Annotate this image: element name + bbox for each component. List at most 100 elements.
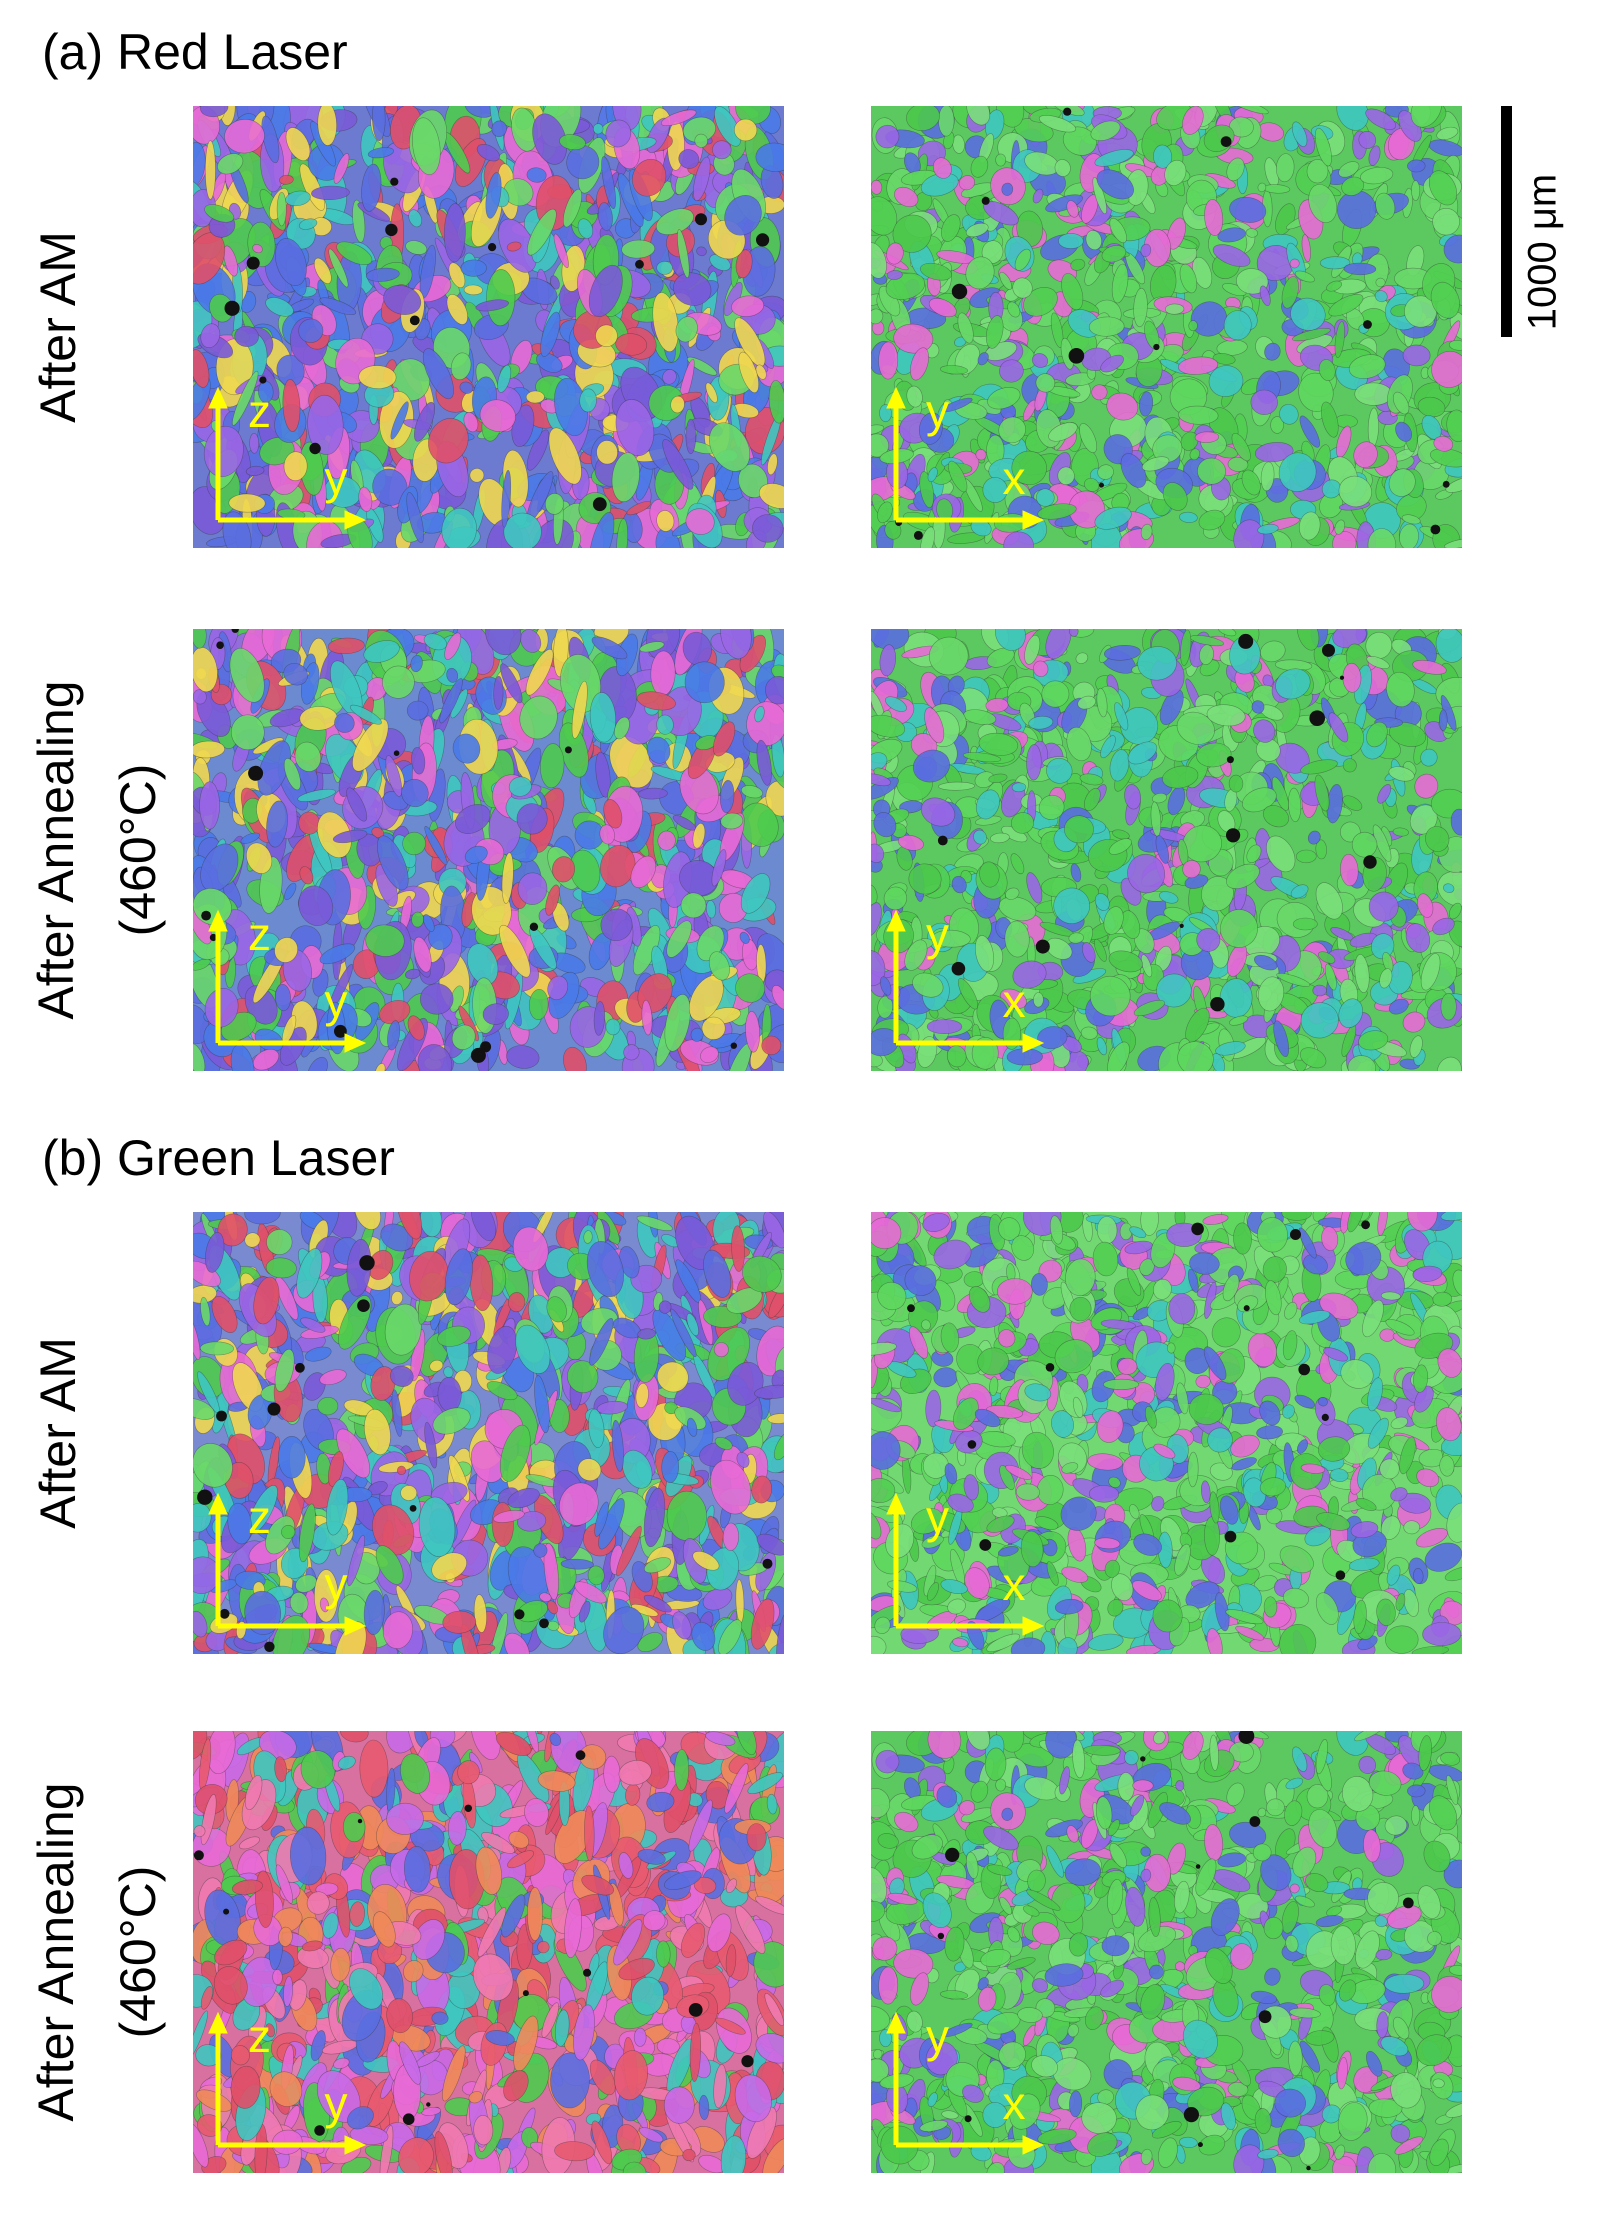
axis-label: x	[1003, 975, 1026, 1027]
pore	[1226, 828, 1240, 842]
pore	[1443, 481, 1450, 488]
pore	[938, 836, 948, 846]
pore	[197, 1490, 212, 1505]
pore	[295, 1363, 305, 1373]
pore	[259, 376, 266, 383]
pore	[410, 1505, 417, 1512]
grain	[686, 419, 696, 454]
axis-label: y	[926, 385, 949, 437]
pore	[357, 1299, 370, 1312]
pore	[1340, 676, 1344, 680]
grain	[1439, 710, 1447, 731]
axis-label: z	[248, 385, 271, 437]
grain	[1188, 320, 1197, 331]
pore	[471, 1048, 486, 1063]
pore	[1180, 924, 1184, 928]
pore	[565, 746, 572, 753]
row-sublabel: (460°C)	[110, 764, 166, 937]
pore	[216, 641, 224, 649]
grain	[1376, 278, 1386, 287]
grain	[1313, 985, 1327, 996]
pore	[695, 213, 707, 225]
pore	[1210, 997, 1224, 1011]
pore	[1309, 710, 1325, 726]
grain	[1403, 345, 1431, 366]
pore	[201, 911, 211, 921]
ebsd-map	[169, 78, 808, 578]
pore	[530, 923, 538, 931]
grain	[526, 391, 544, 403]
pore	[952, 284, 967, 299]
grain	[1411, 181, 1419, 201]
pore	[593, 497, 607, 511]
grain	[878, 342, 898, 380]
ebsd-map	[853, 86, 1480, 563]
grain	[752, 514, 783, 542]
pore	[731, 1043, 737, 1049]
grain	[1033, 992, 1044, 1007]
grain	[996, 154, 1006, 166]
pore	[635, 260, 644, 269]
pore	[1153, 344, 1159, 350]
grain	[461, 260, 487, 277]
grain	[939, 105, 955, 136]
axis-label: x	[1003, 452, 1026, 504]
pore	[1322, 644, 1335, 657]
grain	[723, 1523, 739, 1551]
row-label: After Annealing	[28, 680, 84, 1019]
pore	[390, 178, 398, 186]
axis-label: z	[248, 908, 271, 960]
pore	[264, 1642, 274, 1652]
grain	[1069, 626, 1078, 637]
axis-label: z	[248, 1491, 271, 1543]
pore	[1363, 320, 1372, 329]
grain	[702, 1017, 726, 1040]
pore	[914, 531, 923, 540]
grain	[200, 782, 220, 830]
pore	[1063, 108, 1071, 116]
pore	[309, 443, 320, 454]
axis-label: y	[325, 452, 348, 504]
pore	[248, 766, 263, 781]
grain	[1004, 532, 1034, 559]
grain	[281, 1525, 295, 1539]
pore	[1036, 940, 1050, 954]
pore	[539, 1618, 549, 1628]
ebsd-map	[173, 602, 807, 1097]
grain	[1441, 993, 1456, 1020]
grain	[1344, 263, 1376, 275]
pore	[410, 316, 420, 326]
ebsd-map	[851, 1194, 1482, 1673]
grain	[1355, 382, 1393, 405]
pore	[1069, 348, 1085, 364]
grain	[1058, 233, 1083, 248]
pore	[1363, 855, 1376, 868]
ebsd-map	[855, 608, 1482, 1088]
pore	[220, 1609, 230, 1619]
grain	[1407, 160, 1425, 173]
pore	[394, 750, 400, 756]
grain	[229, 494, 266, 513]
pore	[216, 1411, 227, 1422]
pore	[385, 224, 397, 236]
pore	[1227, 756, 1234, 763]
pore	[1431, 525, 1441, 535]
grain	[1296, 850, 1316, 863]
pore	[763, 1559, 773, 1569]
pore	[514, 1609, 524, 1619]
grain	[190, 620, 207, 649]
pore	[247, 257, 260, 270]
pore	[232, 626, 239, 633]
axis-label: y	[325, 1558, 348, 1610]
grain	[407, 701, 428, 721]
grain	[667, 1491, 707, 1540]
pore	[1099, 483, 1104, 488]
grain	[1380, 1329, 1395, 1342]
grain	[593, 123, 603, 134]
grain	[762, 1036, 782, 1055]
grain	[205, 141, 215, 200]
row-label: After AM	[30, 1337, 86, 1529]
pore	[268, 1403, 281, 1416]
pore	[952, 962, 966, 976]
